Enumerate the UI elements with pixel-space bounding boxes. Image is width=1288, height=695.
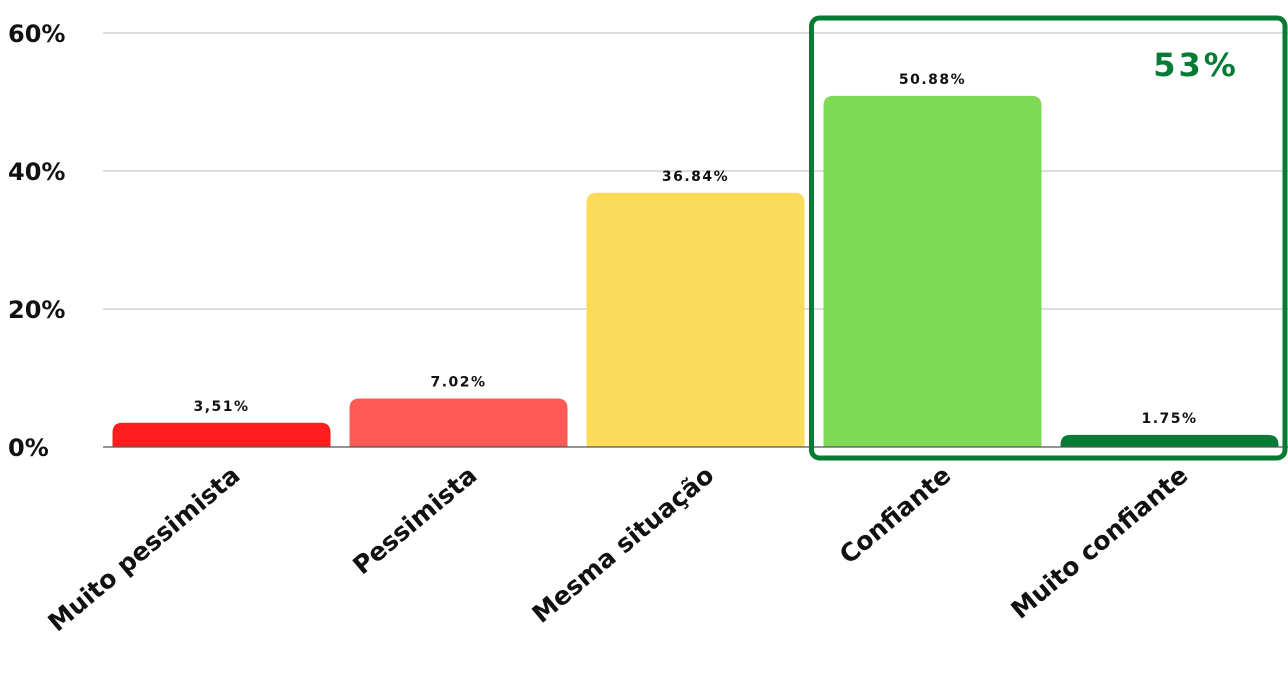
data-label: 36.84%: [662, 169, 729, 185]
y-tick-label: 20%: [8, 296, 65, 324]
x-tick-label: Mesma situação: [527, 460, 720, 628]
x-tick-label: Confiante: [834, 460, 956, 569]
y-axis-tick-labels: 0% 20% 40% 60%: [8, 20, 65, 462]
bars: [112, 95, 1279, 447]
x-tick-label: Muito confiante: [1005, 460, 1193, 624]
y-tick-label: 0%: [8, 434, 49, 462]
data-label: 50.88%: [899, 72, 966, 88]
data-label: 3,51%: [193, 399, 249, 415]
y-tick-label: 60%: [8, 20, 65, 48]
x-axis-category-labels: Muito pessimista Pessimista Mesma situação…: [42, 460, 1193, 637]
data-label: 1.75%: [1141, 411, 1197, 427]
data-labels: 3,51% 7.02% 36.84% 50.88% 1.75%: [193, 72, 1197, 427]
bar: [586, 192, 805, 447]
data-label: 7.02%: [430, 375, 486, 391]
highlight-group: 53%: [809, 15, 1288, 461]
x-tick-label: Pessimista: [347, 460, 482, 580]
bar: [349, 398, 568, 447]
bar: [1060, 434, 1279, 447]
bar: [823, 95, 1042, 447]
bar: [112, 422, 331, 447]
highlight-box: [809, 15, 1288, 461]
x-tick-label: Muito pessimista: [42, 460, 245, 637]
y-tick-label: 40%: [8, 158, 65, 186]
highlight-label: 53%: [1153, 46, 1239, 84]
